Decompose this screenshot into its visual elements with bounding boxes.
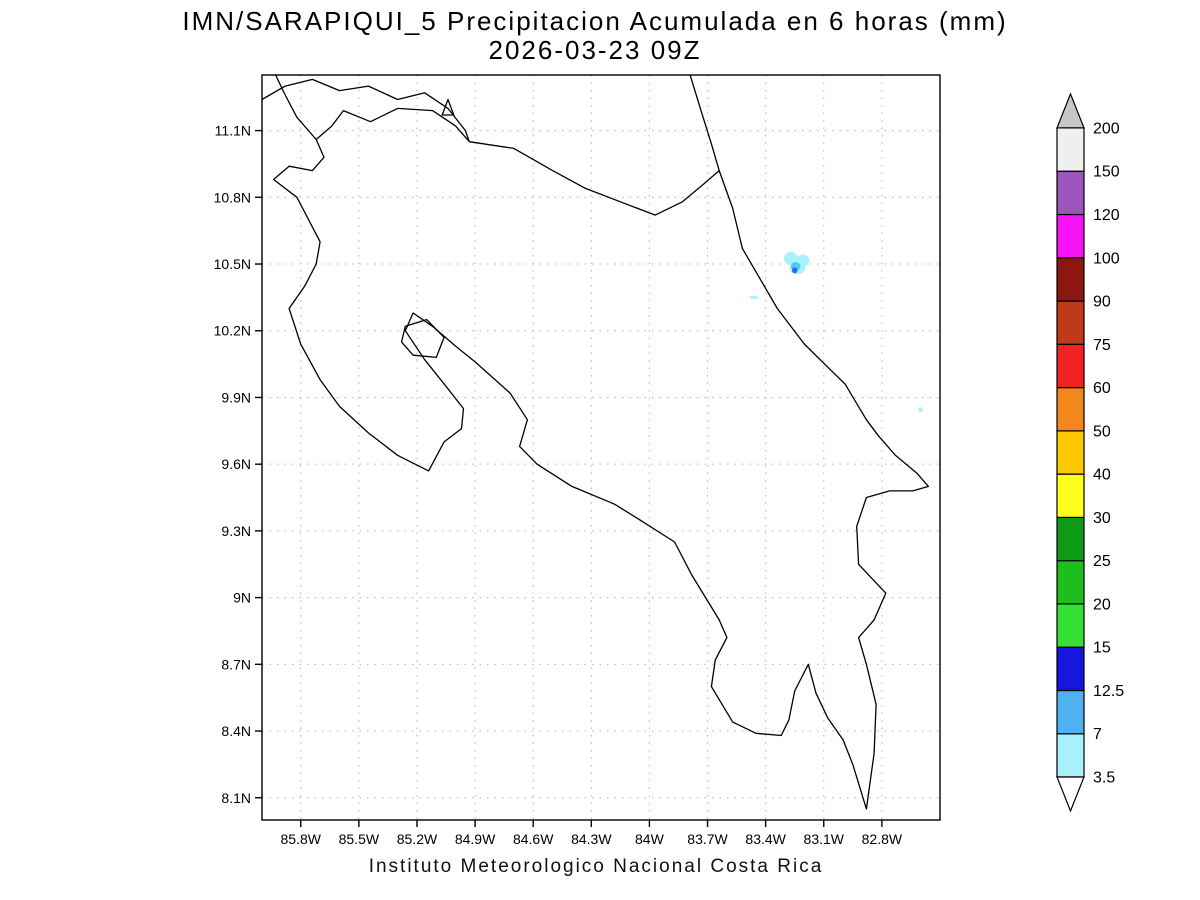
x-tick-label: 84W bbox=[635, 831, 665, 847]
axis-layer: 85.8W 85.5W 85.2W 84.9W 84.6W 84.3W 84W 83.7W 83… bbox=[214, 123, 903, 847]
precip-streak-small bbox=[749, 295, 759, 300]
y-tick-label: 10.2N bbox=[214, 323, 251, 339]
chart-valid-time: 2026-03-23 09Z bbox=[488, 35, 702, 65]
x-tick-label: 84.3W bbox=[571, 831, 612, 847]
colorbar-segment bbox=[1056, 733, 1085, 778]
colorbar-level-label: 15 bbox=[1093, 640, 1111, 657]
precip-cell-main bbox=[784, 251, 798, 266]
x-tick-label: 83.1W bbox=[804, 831, 845, 847]
colorbar-level-label: 20 bbox=[1093, 596, 1111, 613]
x-tick-label: 82.8W bbox=[862, 831, 903, 847]
chart-title: IMN/SARAPIQUI_5 Precipitacion Acumulada … bbox=[182, 6, 1008, 36]
colorbar-over-arrow bbox=[1056, 92, 1085, 129]
colorbar-level-label: 150 bbox=[1093, 164, 1120, 181]
y-tick-label: 9.6N bbox=[221, 456, 251, 472]
y-tick-label: 9.3N bbox=[221, 523, 251, 539]
colorbar-level-label: 3.5 bbox=[1093, 770, 1115, 787]
colorbar-level-label: 25 bbox=[1093, 553, 1111, 570]
precip-cell-main bbox=[792, 267, 798, 274]
grid-lines bbox=[262, 75, 940, 820]
small-island bbox=[441, 98, 455, 116]
colorbar-level-label: 40 bbox=[1093, 467, 1111, 484]
x-tick-label: 83.4W bbox=[745, 831, 786, 847]
colorbar-segment bbox=[1056, 387, 1085, 432]
colorbar-level-label: 120 bbox=[1093, 207, 1120, 224]
y-tick-label: 8.1N bbox=[221, 790, 251, 806]
x-tick-label: 84.6W bbox=[513, 831, 554, 847]
colorbar-segment bbox=[1056, 343, 1085, 389]
y-tick-label: 10.5N bbox=[214, 256, 251, 272]
colorbar-level-label: 50 bbox=[1093, 423, 1111, 440]
colorbar-level-label: 90 bbox=[1093, 294, 1111, 311]
colorbar-segment bbox=[1056, 300, 1085, 345]
colorbar-segment bbox=[1056, 689, 1085, 735]
colorbar-segment bbox=[1056, 473, 1085, 519]
colorbar-level-label: 100 bbox=[1093, 250, 1120, 267]
colorbar-segment bbox=[1056, 516, 1085, 562]
map-plot: 85.8W 85.5W 85.2W 84.9W 84.6W 84.3W 84W 83.7W 83… bbox=[214, 74, 941, 847]
colorbar-level-label: 30 bbox=[1093, 510, 1111, 527]
x-tick-label: 85.2W bbox=[397, 831, 438, 847]
y-tick-label: 10.8N bbox=[214, 189, 251, 205]
x-tick-label: 83.7W bbox=[687, 831, 728, 847]
colorbar-segment bbox=[1056, 560, 1085, 605]
x-tick-label: 84.9W bbox=[455, 831, 496, 847]
nicaragua-caribbean-coast bbox=[689, 74, 720, 171]
colorbar-level-label: 60 bbox=[1093, 380, 1111, 397]
y-tick-label: 9.9N bbox=[221, 389, 251, 405]
colorbar-level-label: 200 bbox=[1093, 120, 1120, 137]
x-tick-label: 85.5W bbox=[339, 831, 380, 847]
colorbar-segment bbox=[1056, 127, 1085, 172]
colorbar-segment bbox=[1056, 257, 1085, 302]
isla-chira bbox=[400, 318, 445, 359]
colorbar-level-label: 75 bbox=[1093, 337, 1111, 354]
colorbar-under-arrow bbox=[1056, 776, 1085, 813]
precip-speck-coastal bbox=[918, 407, 923, 413]
colorbar-segment bbox=[1056, 170, 1085, 216]
colorbar-level-label: 12.5 bbox=[1093, 683, 1124, 700]
precipitation-layer bbox=[749, 251, 923, 413]
colorbar-segment bbox=[1056, 430, 1085, 475]
lake-nicaragua-shore bbox=[261, 78, 470, 142]
costa-rica-outline bbox=[272, 107, 930, 810]
x-tick-label: 85.8W bbox=[281, 831, 322, 847]
colorbar-segment bbox=[1056, 603, 1085, 648]
colorbar: 3.5 7 12.5 15 20 25 30 40 50 60 75 90 100 120 150 200 bbox=[1056, 92, 1124, 813]
y-tick-label: 8.4N bbox=[221, 723, 251, 739]
colorbar-level-label: 7 bbox=[1093, 726, 1102, 743]
plot-frame bbox=[261, 74, 941, 821]
coastline-layer bbox=[261, 74, 930, 810]
y-tick-label: 11.1N bbox=[215, 123, 251, 139]
nicaragua-pacific-coast bbox=[275, 74, 317, 140]
y-tick-label: 8.7N bbox=[221, 656, 251, 672]
y-tick-label: 9N bbox=[233, 590, 251, 606]
colorbar-segment bbox=[1056, 213, 1085, 259]
footer-credit: Instituto Meteorologico Nacional Costa R… bbox=[368, 856, 824, 877]
colorbar-segment bbox=[1056, 646, 1085, 692]
